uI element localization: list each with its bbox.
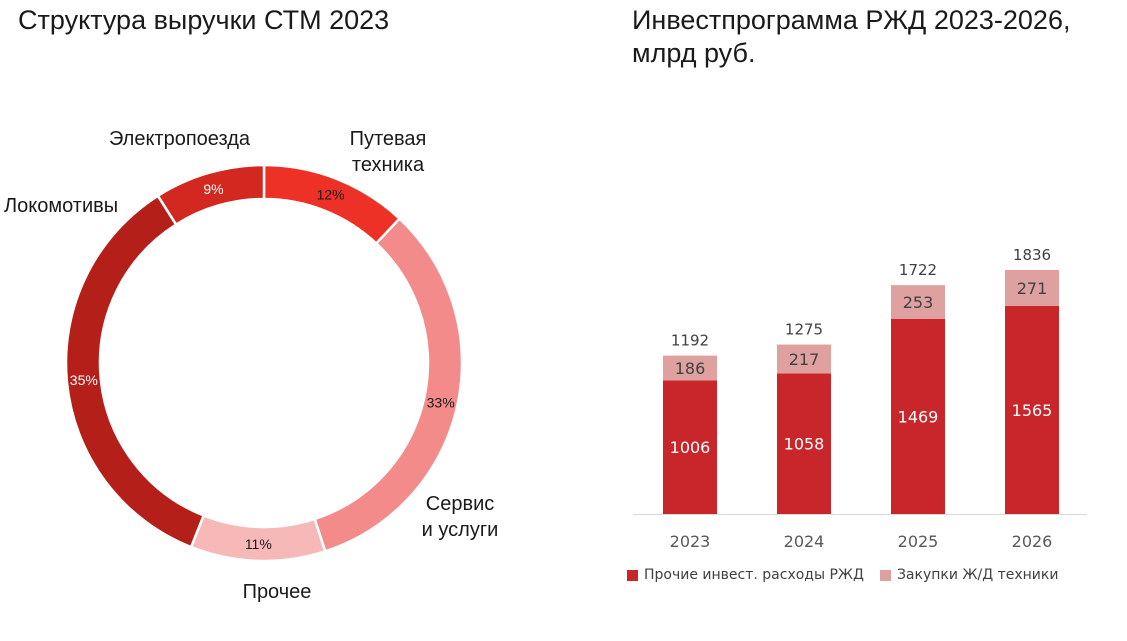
bar-segment-rolling-stock-2026 bbox=[1005, 270, 1059, 307]
donut-category-label-5: Электропоезда bbox=[109, 128, 251, 150]
donut-category-label-4: Локомотивы bbox=[4, 195, 118, 217]
bar-value-label: 217 bbox=[789, 350, 820, 369]
donut-category-label-2: и услуги bbox=[422, 519, 499, 541]
legend-label: Закупки Ж/Д техники bbox=[896, 567, 1059, 583]
bar-segment-other-capex-2026 bbox=[1005, 306, 1059, 514]
donut-chart: 12% Путевая техника 33% Сервис и услуги 11% Про… bbox=[4, 128, 499, 603]
donut-category-label-1: техника bbox=[352, 154, 425, 176]
donut-slice-pct-2: 33% bbox=[427, 394, 455, 410]
bar-chart-title-line2: млрд руб. bbox=[632, 38, 756, 68]
bar-segment-other-capex-2024 bbox=[777, 373, 831, 514]
donut-slice-5 bbox=[156, 163, 266, 227]
bar-total-label: 1722 bbox=[899, 261, 937, 279]
x-tick-label: 2026 bbox=[1012, 532, 1053, 551]
bar-value-label: 1469 bbox=[898, 407, 939, 426]
bar-value-label: 271 bbox=[1017, 279, 1048, 298]
donut-chart-title: Структура выручки СТМ 2023 bbox=[18, 5, 390, 35]
x-tick-label: 2024 bbox=[784, 532, 825, 551]
legend-swatch bbox=[627, 569, 638, 581]
donut-category-label-3: Прочее bbox=[243, 581, 312, 603]
legend-label: Прочие инвест. расходы РЖД bbox=[644, 567, 864, 583]
legend-item-2: Закупки Ж/Д техники bbox=[879, 567, 1059, 583]
donut-slice-pct-5: 9% bbox=[203, 181, 223, 197]
bar-value-label: 186 bbox=[675, 359, 706, 378]
donut-category-label-1: Путевая bbox=[350, 128, 427, 150]
donut-category-label-2: Сервис bbox=[426, 493, 495, 515]
bar-value-label: 253 bbox=[903, 293, 934, 312]
bar-segment-other-capex-2025 bbox=[891, 318, 945, 514]
x-tick-label: 2025 bbox=[898, 532, 939, 551]
bar-segment-other-capex-2023 bbox=[663, 380, 717, 514]
legend-item-1: Прочие инвест. расходы РЖД bbox=[627, 567, 864, 583]
donut-slice-pct-3: 11% bbox=[245, 536, 272, 552]
bar-chart-title: Инвестпрограмма РЖД 2023-2026, млрд руб. bbox=[632, 4, 1112, 70]
x-tick-label: 2023 bbox=[670, 532, 711, 551]
bar-value-label: 1058 bbox=[784, 435, 825, 454]
bar-chart-title-line1: Инвестпрограмма РЖД 2023-2026, bbox=[632, 5, 1071, 35]
donut-slice-1 bbox=[262, 163, 402, 246]
bar-total-label: 1836 bbox=[1013, 246, 1051, 264]
bar-value-label: 1006 bbox=[670, 438, 711, 457]
bar-value-label: 1565 bbox=[1012, 401, 1053, 420]
bar-segment-rolling-stock-2025 bbox=[891, 285, 945, 319]
legend-swatch bbox=[879, 569, 891, 581]
bar-total-label: 1192 bbox=[671, 332, 709, 350]
bar-chart-legend: Прочие инвест. расходы РЖД Закупки Ж/Д те… bbox=[627, 567, 1058, 583]
donut-slice-pct-4: 35% bbox=[70, 372, 98, 388]
donut-slice-pct-1: 12% bbox=[317, 187, 345, 203]
bar-segment-rolling-stock-2024 bbox=[777, 344, 831, 374]
bar-segment-rolling-stock-2023 bbox=[663, 355, 717, 381]
bar-total-label: 1275 bbox=[785, 321, 823, 339]
